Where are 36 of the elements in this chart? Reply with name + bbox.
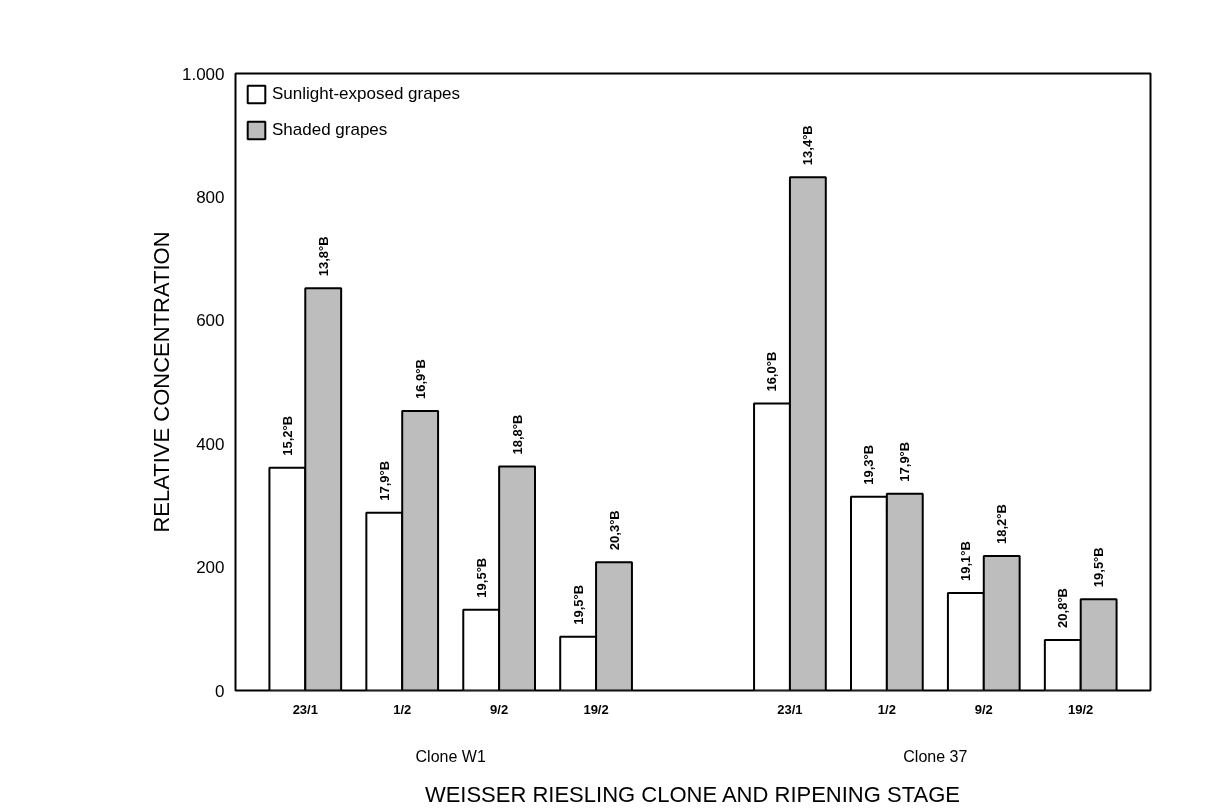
x-tick-label: 1/2 bbox=[877, 701, 896, 717]
x-tick-label: 1/2 bbox=[393, 701, 412, 717]
x-tick-label: 9/2 bbox=[490, 701, 509, 717]
annotation: 19,5°B bbox=[1091, 547, 1107, 588]
annotation: 16,9°B bbox=[412, 359, 428, 399]
text: Clone 37 bbox=[903, 747, 968, 765]
y-tick-label: 800 bbox=[196, 187, 225, 207]
annotation: 16,0°B bbox=[764, 351, 780, 392]
annotation: 18,2°B bbox=[994, 504, 1010, 544]
text: Clone W1 bbox=[415, 747, 486, 765]
legend-label: Sunlight-exposed grapes bbox=[272, 84, 461, 104]
legend-label: Shaded grapes bbox=[272, 120, 388, 140]
annotation: 17,9°B bbox=[376, 460, 392, 501]
annotation: 13,8°B bbox=[315, 236, 331, 277]
annotation: 15,2°B bbox=[279, 415, 295, 456]
annotation: 13,4°B bbox=[800, 125, 816, 166]
y-tick-label: 400 bbox=[196, 434, 225, 454]
annotation: 19,5°B bbox=[473, 557, 489, 598]
x-tick-label: 9/2 bbox=[974, 701, 993, 717]
y-tick-label: 1.000 bbox=[181, 64, 225, 84]
x-tick-label: 19/2 bbox=[1068, 701, 1094, 717]
annotation: 19,1°B bbox=[958, 541, 974, 582]
y-axis-title: RELATIVE CONCENTRATION bbox=[148, 231, 174, 533]
annotation: 17,9°B bbox=[897, 441, 913, 482]
annotation: 20,3°B bbox=[606, 510, 622, 551]
annotation: 19,5°B bbox=[570, 584, 586, 625]
x-tick-label: 23/1 bbox=[777, 701, 803, 717]
x-tick-label: 23/1 bbox=[292, 701, 318, 717]
annotation: 20,8°B bbox=[1055, 588, 1071, 628]
x-tick-label: 19/2 bbox=[583, 701, 609, 717]
annotation: 19,3°B bbox=[861, 444, 877, 485]
y-tick-label: 0 bbox=[215, 681, 225, 701]
x-axis-title: WEISSER RIESLING CLONE AND RIPENING STAGE bbox=[424, 781, 960, 807]
y-tick-label: 600 bbox=[196, 311, 225, 331]
y-tick-label: 200 bbox=[196, 558, 225, 578]
annotation: 18,8°B bbox=[509, 414, 525, 455]
